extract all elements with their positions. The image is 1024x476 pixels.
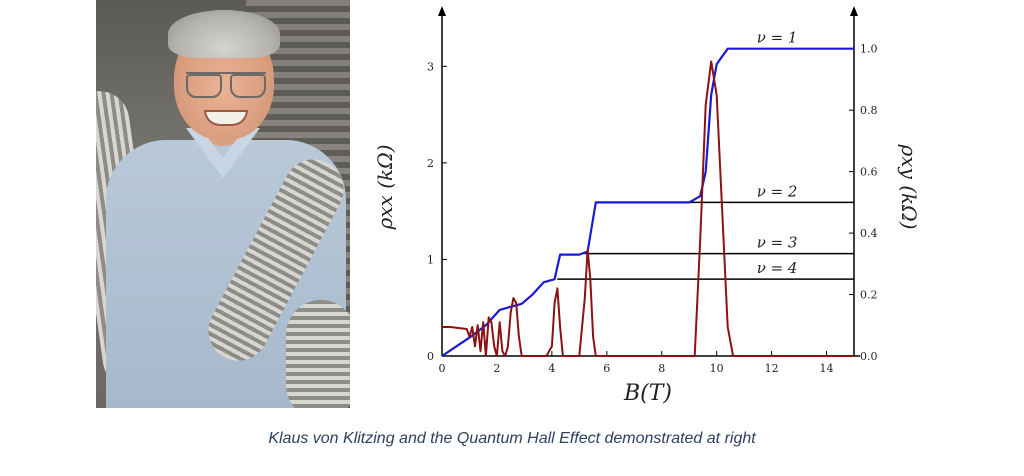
x-tick-label: 0	[439, 362, 446, 375]
x-tick-label: 4	[548, 362, 555, 375]
quantum-hall-chart: 0 2 4 6 8 10 12 14 0 1 2 3 0.0 0.2 0.4 0.6 0.8 1.0 B(T) ρxx…	[360, 0, 921, 420]
hair	[168, 10, 280, 58]
plateau-label: ν = 2	[757, 182, 798, 200]
plateau-label: ν = 4	[757, 259, 798, 277]
plateau-label: ν = 1	[757, 29, 798, 47]
left-y-tick-label: 3	[427, 60, 434, 73]
right-y-axis-label: ρxy (kΩ)	[897, 144, 920, 230]
chart-svg: 0 2 4 6 8 10 12 1401230.00.20.40.60.81.0B(T)ρxx…	[373, 6, 921, 406]
vacuum-hose-bottom	[286, 300, 350, 408]
x-tick-label: 2	[493, 362, 500, 375]
series-rho_xx	[442, 60, 854, 357]
right-y-tick-label: 0.4	[860, 227, 878, 240]
x-axis-label: B(T)	[623, 381, 672, 406]
figure-caption: Klaus von Klitzing and the Quantum Hall …	[268, 430, 756, 447]
left-axis-arrow	[438, 6, 446, 16]
x-tick-label: 8	[658, 362, 665, 375]
left-y-tick-label: 1	[427, 253, 434, 266]
right-y-tick-label: 0.2	[860, 289, 878, 302]
left-y-axis-label: ρxx (kΩ)	[373, 145, 397, 231]
left-y-tick-label: 0	[427, 350, 434, 363]
right-y-tick-label: 0.8	[860, 104, 878, 117]
x-tick-label: 14	[820, 362, 834, 375]
portrait-photo	[96, 0, 350, 408]
chart-labels: 0 2 4 6 8 10 12 1401230.00.20.40.60.81.0B(T)ρxx…	[373, 29, 921, 406]
chart-series	[441, 47, 854, 357]
x-tick-label: 6	[603, 362, 610, 375]
series-rho_xy	[441, 47, 854, 357]
right-y-tick-label: 1.0	[860, 43, 878, 56]
right-y-tick-label: 0.6	[860, 166, 878, 179]
glasses	[186, 72, 266, 98]
plateau-label: ν = 3	[757, 234, 798, 252]
left-y-tick-label: 2	[427, 157, 434, 170]
chart-axes	[438, 6, 860, 357]
right-y-tick-label: 0.0	[860, 350, 878, 363]
x-tick-label: 10	[710, 362, 724, 375]
x-tick-label: 12	[765, 362, 779, 375]
right-axis-arrow	[850, 6, 858, 16]
